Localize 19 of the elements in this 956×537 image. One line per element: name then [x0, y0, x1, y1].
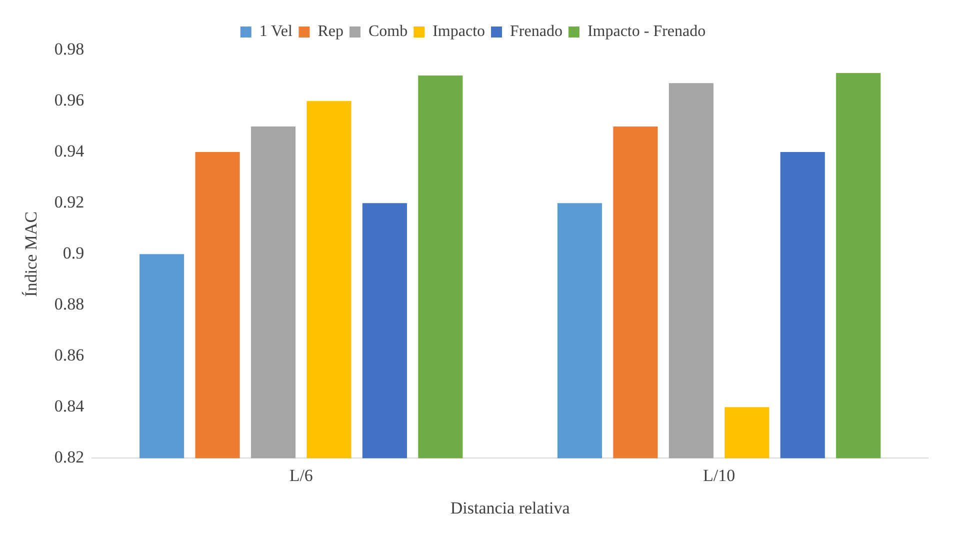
y-tick-label: 0.96	[54, 90, 84, 110]
x-tick-label: L/6	[289, 466, 313, 485]
y-tick-label: 0.88	[54, 294, 84, 314]
y-tick-label: 0.82	[54, 448, 84, 467]
legend-label: Frenado	[510, 23, 562, 40]
y-tick-label: 0.9	[62, 244, 84, 263]
legend-label: Rep	[318, 23, 344, 40]
legend-label: Impacto	[432, 23, 486, 40]
legend-label: Impacto - Frenado	[587, 23, 706, 40]
y-tick-label: 0.86	[54, 346, 84, 365]
y-tick-label: 0.84	[54, 396, 85, 416]
x-tick-label: L/10	[702, 466, 736, 485]
legend-label: 1 Vel	[259, 23, 293, 40]
y-axis-title: Índice MAC	[22, 211, 41, 297]
y-tick-label: 0.92	[54, 192, 84, 212]
y-tick-label: 0.98	[54, 39, 84, 58]
legend-label: Comb	[368, 23, 408, 40]
x-axis-title: Distancia relativa	[450, 498, 570, 518]
y-tick-label: 0.94	[54, 142, 85, 161]
